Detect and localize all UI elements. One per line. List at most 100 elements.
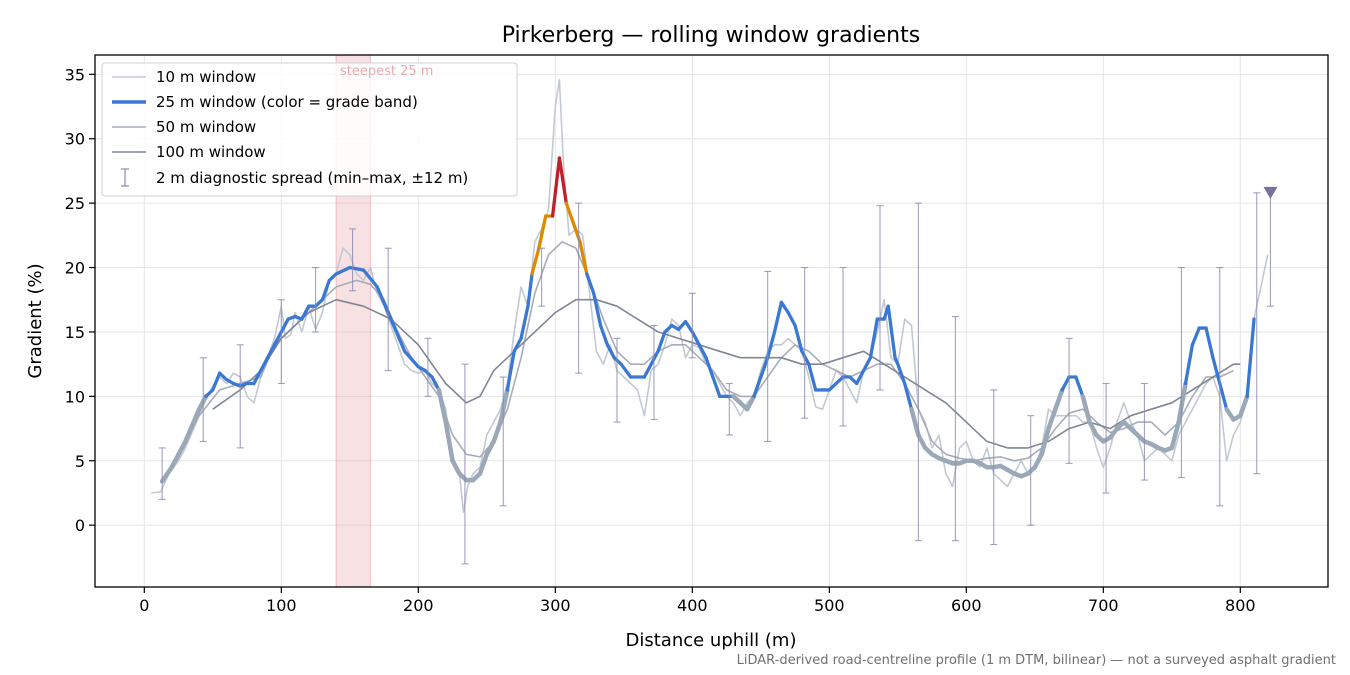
series-segment-25m xyxy=(169,439,188,470)
series-segment-25m xyxy=(909,406,921,438)
x-tick-label: 800 xyxy=(1225,596,1256,615)
series-segment-25m xyxy=(1183,343,1195,386)
series-segment-25m xyxy=(744,394,757,412)
series-segment-25m xyxy=(443,419,455,464)
series-segment-25m xyxy=(211,371,222,392)
series-segment-25m xyxy=(526,272,534,308)
series-segment-25m xyxy=(793,323,804,353)
x-tick-label: 300 xyxy=(540,596,571,615)
series-segment-25m xyxy=(598,323,610,347)
series-segment-25m xyxy=(642,362,653,379)
series-segment-25m xyxy=(196,394,209,412)
y-axis-label: Gradient (%) xyxy=(25,263,46,378)
series-segment-25m xyxy=(1204,326,1215,360)
series-segment-25m xyxy=(1218,381,1229,411)
series-segment-25m xyxy=(855,368,866,386)
series-segment-25m xyxy=(183,406,202,444)
y-tick-label: 0 xyxy=(75,516,85,535)
series-segment-25m xyxy=(519,304,530,341)
series-segment-25m xyxy=(759,356,770,379)
series-segment-25m xyxy=(477,452,490,476)
series-segment-25m xyxy=(537,214,548,250)
x-axis-label: Distance uphill (m) xyxy=(626,630,797,651)
series-segment-25m xyxy=(498,387,510,425)
legend-label-50m: 50 m window xyxy=(156,118,256,136)
series-segment-25m xyxy=(512,336,523,353)
y-tick-label: 5 xyxy=(75,452,85,471)
series-segment-25m xyxy=(752,375,763,399)
series-segment-25m xyxy=(1080,394,1092,425)
chart-title: Pirkerberg — rolling window gradients xyxy=(502,23,920,48)
series-segment-25m xyxy=(436,387,448,425)
series-segment-25m xyxy=(1046,406,1058,431)
series-segment-25m xyxy=(766,330,777,360)
x-tick-label: 200 xyxy=(403,596,434,615)
legend: 10 m window 25 m window (color = grade b… xyxy=(101,62,518,197)
footnote: LiDAR-derived road-centreline profile (1… xyxy=(737,653,1336,668)
series-segment-25m xyxy=(1087,419,1099,438)
series-segment-25m xyxy=(320,278,331,302)
series-segment-25m xyxy=(300,304,311,321)
spread-bars xyxy=(158,192,1274,565)
series-segment-25m xyxy=(656,330,667,353)
series-segment-25m xyxy=(272,330,283,347)
series-segment-25m xyxy=(505,349,516,392)
series-segment-25m xyxy=(279,317,290,334)
y-tick-label: 20 xyxy=(65,259,85,278)
series-segment-25m xyxy=(649,349,660,366)
series-line-100m xyxy=(212,298,1241,449)
x-tick-label: 0 xyxy=(139,596,149,615)
series-segment-25m xyxy=(450,458,462,476)
series-segment-25m xyxy=(786,310,797,328)
series-segment-25m xyxy=(886,304,897,360)
series-segment-25m xyxy=(903,381,914,411)
series-segment-25m xyxy=(491,419,503,444)
series-segment-25m xyxy=(334,265,352,276)
series-segment-25m xyxy=(868,317,879,360)
series-segment-25m xyxy=(578,240,589,276)
series-segment-25m xyxy=(252,368,263,386)
series-segment-25m xyxy=(605,343,616,360)
steepest-band-label: steepest 25 m xyxy=(340,64,433,79)
series-segment-25m xyxy=(564,201,575,225)
series-segment-25m xyxy=(259,356,270,373)
x-tick-label: 700 xyxy=(1088,596,1119,615)
series-segment-25m xyxy=(430,375,441,392)
series-segment-25m xyxy=(1074,375,1085,399)
y-axis-ticks: 0 5 10 15 20 25 30 35 xyxy=(65,65,95,535)
series-segment-25m xyxy=(550,156,562,218)
y-tick-label: 25 xyxy=(65,194,85,213)
marker-layer xyxy=(1263,186,1278,199)
series-segment-25m xyxy=(389,317,407,353)
series-segment-25m xyxy=(619,362,633,379)
series-segment-25m xyxy=(772,300,784,334)
series-segment-25m xyxy=(1169,419,1181,451)
series-segment-25m xyxy=(1053,387,1065,412)
legend-label-25m: 25 m window (color = grade band) xyxy=(156,93,418,111)
series-layer xyxy=(151,78,1269,514)
series-segment-25m xyxy=(683,319,694,334)
x-tick-label: 600 xyxy=(951,596,982,615)
legend-label-10m: 10 m window xyxy=(156,68,256,86)
series-segment-25m xyxy=(697,343,708,360)
series-segment-25m xyxy=(557,156,568,205)
series-segment-25m xyxy=(711,375,722,399)
y-tick-label: 35 xyxy=(65,65,85,84)
series-segment-25m xyxy=(1211,356,1222,386)
series-segment-25m xyxy=(530,246,541,276)
series-segment-25m xyxy=(690,330,701,347)
plot-frame xyxy=(94,54,1329,588)
legend-swatch-spread xyxy=(121,168,129,187)
series-segment-25m xyxy=(1032,452,1044,470)
series-segment-25m xyxy=(807,362,818,392)
legend-label-100m: 100 m window xyxy=(156,143,266,161)
series-segment-25m xyxy=(861,356,873,373)
series-segment-25m xyxy=(159,464,174,484)
x-axis-ticks: 0 100 200 300 400 500 600 700 800 xyxy=(139,587,1256,615)
series-segment-25m xyxy=(1245,317,1256,399)
series-segment-25m xyxy=(592,291,603,328)
series-line-50m xyxy=(177,241,1234,462)
end-marker xyxy=(1263,186,1278,199)
legend-box xyxy=(101,62,518,197)
